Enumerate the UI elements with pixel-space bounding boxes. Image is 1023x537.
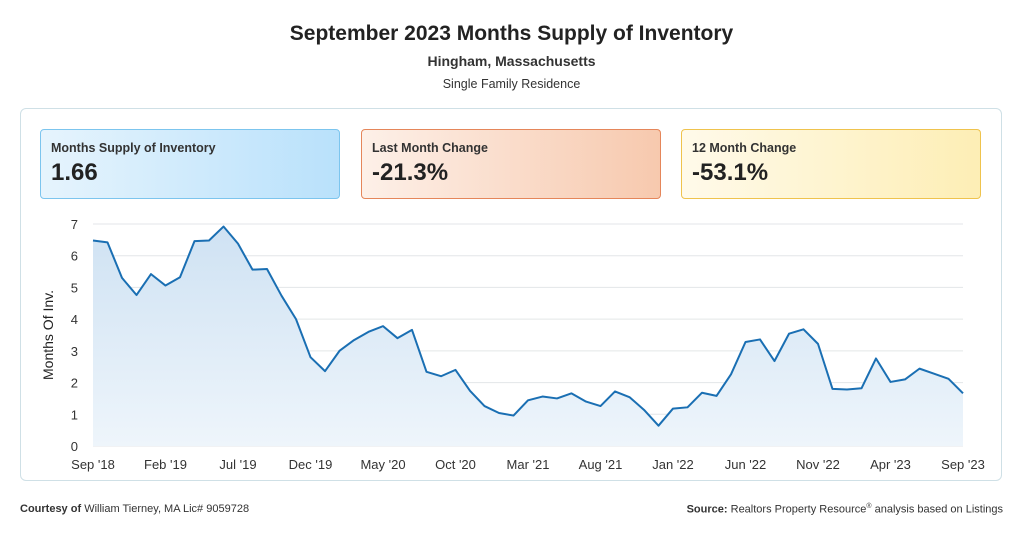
x-tick-label: May '20 [360,457,405,472]
x-tick-label: Jun '22 [725,457,767,472]
y-tick-label: 1 [71,407,78,422]
x-tick-label: Jan '22 [652,457,694,472]
source-label: Source: [686,503,728,516]
y-tick-label: 4 [71,312,78,327]
source-text: Realtors Property Resource [730,503,867,516]
y-tick-label: 7 [71,217,78,232]
footer-courtesy: Courtesy of William Tierney, MA Lic# 905… [20,503,249,515]
y-tick-label: 0 [71,439,78,454]
x-tick-label: Nov '22 [796,457,840,472]
y-axis-label: Months Of Inv. [40,290,56,380]
months-supply-card: Months Supply of Inventory 1.66 [40,129,340,199]
chart-title: September 2023 Months Supply of Inventor… [289,22,734,45]
x-tick-label: Feb '19 [144,457,187,472]
x-tick-label: Apr '23 [870,457,911,472]
y-tick-label: 3 [71,344,78,359]
chart-subtitle-location: Hingham, Massachusetts [427,53,596,69]
last-month-change-label: Last Month Change [372,141,488,155]
series-line [92,225,964,427]
x-axis-ticks: Sep '18 Feb '19 Jul '19 Dec '19 May '20 Oct '… [71,457,985,472]
footer-source: Source: Realtors Property Resource® anal… [687,503,1003,516]
last-month-change-value: -21.3% [372,159,449,186]
courtesy-label: Courtesy of [20,503,82,515]
source-text-2: analysis based on Listings [871,503,1003,516]
y-tick-label: 2 [71,376,78,391]
x-tick-label: Dec '19 [289,457,333,472]
registered-mark: ® [866,503,872,510]
y-axis-ticks: 0 1 2 3 4 5 6 7 [71,217,78,454]
x-tick-label: Jul '19 [219,457,256,472]
y-tick-label: 5 [71,280,78,295]
series-area [93,226,963,446]
twelve-month-change-label: 12 Month Change [692,141,797,155]
x-tick-label: Sep '18 [71,457,115,472]
x-tick-label: Sep '23 [941,457,985,472]
twelve-month-change-card: 12 Month Change -53.1% [681,129,981,199]
x-tick-label: Aug '21 [579,457,623,472]
twelve-month-change-value: -53.1% [692,159,769,186]
months-supply-value: 1.66 [51,159,98,186]
last-month-change-card: Last Month Change -21.3% [361,129,661,199]
y-tick-label: 6 [71,249,78,264]
x-tick-label: Mar '21 [507,457,550,472]
x-tick-label: Oct '20 [435,457,476,472]
chart-subtitle-property-type: Single Family Residence [442,77,581,91]
months-supply-label: Months Supply of Inventory [51,141,216,155]
courtesy-text: William Tierney, MA Lic# 9059728 [84,503,250,515]
